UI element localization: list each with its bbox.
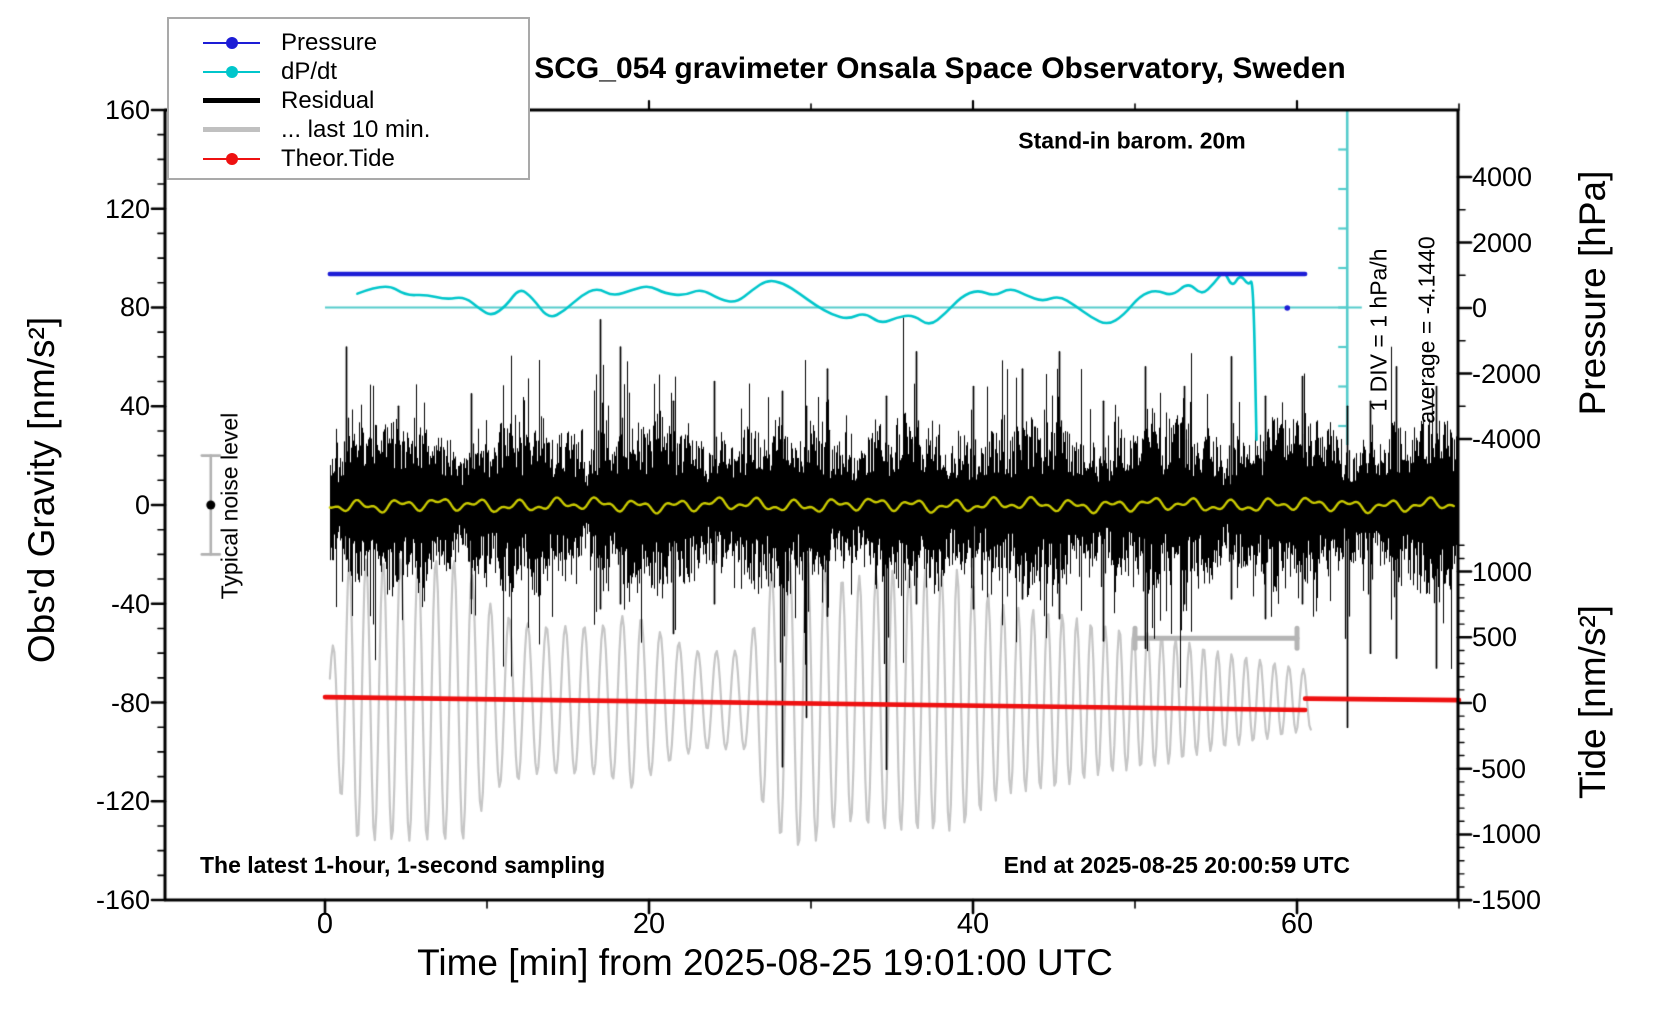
gravity-tick-label: 40 <box>119 391 150 422</box>
average-label: average = -4.1440 <box>1413 236 1440 424</box>
gravity-tick-label: -80 <box>110 687 150 718</box>
dpdt-line-swatch <box>203 65 260 78</box>
legend-item-pressure: Pressure <box>169 28 528 57</box>
legend-item-label: Pressure <box>281 28 378 56</box>
legend-item-residual: Residual <box>169 86 528 115</box>
pressure-tick-label: 4000 <box>1472 162 1533 192</box>
pressure-line-swatch <box>203 36 260 49</box>
pressure-axis-title: Pressure [hPa] <box>1572 170 1613 416</box>
time-axis-title: Time [min] from 2025-08-25 19:01:00 UTC <box>417 942 1113 983</box>
legend: Pressure dP/dt Residual ... last 10 min.… <box>167 17 530 180</box>
gravity-tick-label: -160 <box>95 885 150 916</box>
legend-item-last10: ... last 10 min. <box>169 115 528 144</box>
gravity-tick-label: -40 <box>110 588 150 619</box>
time-tick-label: 0 <box>316 908 334 940</box>
noise-level-label: Typical noise level <box>216 412 243 600</box>
legend-item-label: Theor.Tide <box>281 144 395 172</box>
tide-tick-label: 1000 <box>1472 556 1533 587</box>
legend-item-label: Residual <box>281 86 375 114</box>
gravity-axis-title: Obs'd Gravity [nm/s²] <box>21 316 62 664</box>
pressure-tick-label: -4000 <box>1472 424 1542 454</box>
last10-line-swatch <box>203 127 260 132</box>
pressure-tick-label: -2000 <box>1472 358 1542 389</box>
theortide-line-swatch <box>203 152 260 165</box>
pressure-tick-label: 0 <box>1472 293 1488 323</box>
gravity-tick-label: 160 <box>104 94 150 125</box>
time-tick-label: 40 <box>956 908 990 940</box>
end-time-annotation: End at 2025-08-25 20:00:59 UTC <box>1003 852 1350 878</box>
legend-item-label: ... last 10 min. <box>281 115 431 143</box>
sampling-annotation: The latest 1-hour, 1-second sampling <box>200 852 606 878</box>
time-tick-label: 60 <box>1280 908 1314 940</box>
legend-item-dpdt: dP/dt <box>169 57 528 86</box>
tide-tick-label: -1500 <box>1472 885 1542 916</box>
tide-tick-label: -1000 <box>1472 819 1542 850</box>
gravity-tick-label: -120 <box>95 786 150 817</box>
gravity-tick-label: 120 <box>104 193 150 224</box>
pressure-tick-label: 2000 <box>1472 227 1533 258</box>
time-tick-label: 20 <box>632 908 666 940</box>
gravity-tick-label: 0 <box>134 490 150 520</box>
legend-item-label: dP/dt <box>281 57 338 85</box>
tide-tick-label: 0 <box>1472 688 1488 718</box>
tide-axis-title: Tide [nm/s²] <box>1572 605 1613 799</box>
legend-item-theortide: Theor.Tide <box>169 144 528 173</box>
barometer-annotation: Stand-in barom. 20m <box>1018 127 1246 154</box>
page-title: SCG_054 gravimeter Onsala Space Observat… <box>534 52 1346 85</box>
div-scale-label: 1 DIV = 1 hPa/h <box>1365 248 1392 412</box>
gravity-tick-label: 80 <box>119 292 150 323</box>
residual-line-swatch <box>203 98 260 103</box>
tide-tick-label: -500 <box>1472 753 1527 784</box>
tide-tick-label: 500 <box>1472 622 1518 653</box>
